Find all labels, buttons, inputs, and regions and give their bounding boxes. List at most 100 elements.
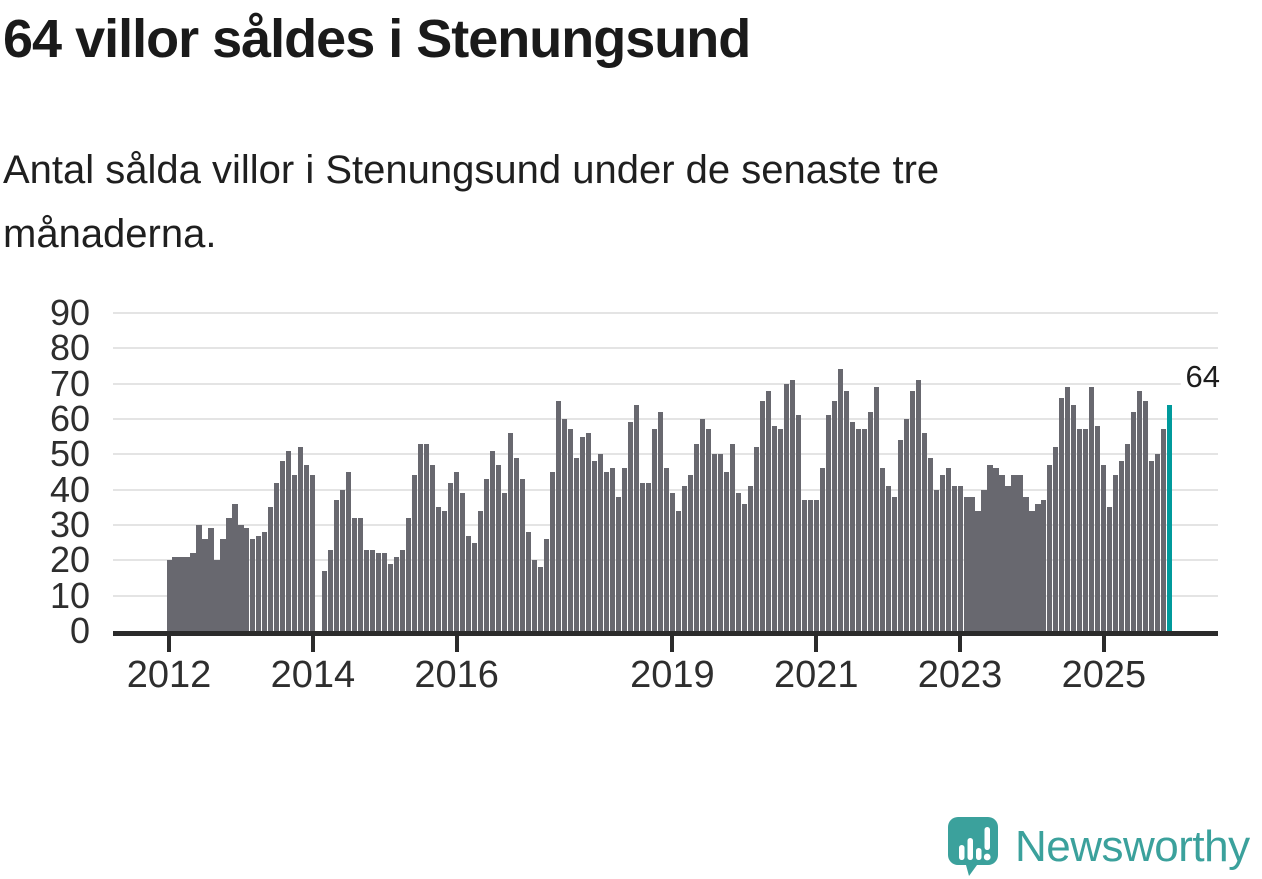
bar bbox=[1095, 425, 1101, 631]
bar bbox=[597, 454, 604, 631]
bar bbox=[1137, 390, 1143, 631]
bar bbox=[717, 454, 723, 631]
bar bbox=[1161, 429, 1167, 631]
bar bbox=[502, 493, 508, 631]
bar bbox=[364, 549, 370, 631]
bar bbox=[705, 429, 711, 631]
bar bbox=[1101, 464, 1107, 631]
bar bbox=[831, 401, 837, 631]
bar bbox=[424, 443, 430, 631]
bar bbox=[178, 556, 184, 631]
y-axis-label: 90 bbox=[49, 291, 90, 333]
bar bbox=[1083, 429, 1089, 631]
bar bbox=[520, 478, 526, 631]
bar bbox=[286, 450, 292, 631]
bar bbox=[855, 429, 861, 631]
bar bbox=[1035, 503, 1041, 631]
bar bbox=[466, 535, 472, 631]
bar bbox=[669, 493, 675, 631]
newsworthy-logo-icon bbox=[948, 817, 998, 876]
bar bbox=[190, 553, 196, 631]
bar bbox=[1089, 387, 1095, 631]
bar bbox=[1071, 404, 1077, 631]
bar bbox=[250, 539, 256, 631]
gridline bbox=[113, 453, 1218, 456]
bar bbox=[615, 496, 622, 631]
bar bbox=[550, 471, 556, 631]
bar bbox=[328, 549, 334, 631]
bar bbox=[639, 482, 645, 631]
bar bbox=[657, 411, 663, 631]
bar bbox=[1065, 387, 1071, 631]
bar bbox=[633, 404, 639, 631]
bar bbox=[166, 560, 172, 631]
bar bbox=[711, 454, 717, 631]
highlighted-bar bbox=[1167, 404, 1173, 631]
bar bbox=[472, 542, 478, 631]
bar bbox=[945, 468, 951, 631]
bar bbox=[496, 464, 502, 631]
bar bbox=[987, 464, 993, 631]
y-axis-label: 60 bbox=[49, 397, 90, 439]
bar bbox=[292, 475, 298, 631]
bar bbox=[304, 464, 310, 631]
newsworthy-logo-text: Newsworthy bbox=[1015, 822, 1250, 871]
y-axis-label: 10 bbox=[49, 574, 90, 616]
y-axis-label: 70 bbox=[49, 362, 90, 404]
x-axis-tick bbox=[670, 636, 675, 652]
bar bbox=[921, 433, 927, 631]
x-axis-tick bbox=[167, 636, 172, 652]
bar bbox=[927, 457, 933, 631]
bar bbox=[789, 379, 795, 631]
bar bbox=[172, 556, 178, 631]
bar bbox=[370, 549, 376, 631]
bar bbox=[400, 549, 406, 631]
bar bbox=[238, 524, 244, 631]
bar bbox=[825, 415, 831, 631]
bar bbox=[430, 464, 436, 631]
bar bbox=[262, 532, 268, 631]
page-title: 64 villor såldes i Stenungsund bbox=[3, 9, 751, 69]
y-axis-label: 40 bbox=[49, 468, 90, 510]
bar bbox=[795, 415, 801, 631]
bar bbox=[843, 390, 849, 631]
bar bbox=[436, 507, 442, 631]
y-axis-label: 20 bbox=[49, 539, 90, 581]
bar bbox=[837, 369, 843, 631]
bar bbox=[256, 535, 262, 631]
bar bbox=[915, 379, 921, 631]
x-axis-label: 2025 bbox=[1061, 654, 1147, 696]
bar bbox=[1155, 454, 1161, 631]
bar bbox=[448, 482, 454, 631]
bar bbox=[783, 383, 789, 631]
bar bbox=[1041, 500, 1047, 631]
x-axis-tick bbox=[1101, 636, 1106, 652]
bar bbox=[1059, 397, 1065, 631]
bar bbox=[999, 475, 1005, 631]
bar bbox=[903, 418, 909, 631]
bar bbox=[334, 500, 340, 631]
bar bbox=[687, 475, 693, 631]
bar bbox=[244, 528, 250, 631]
bar bbox=[723, 471, 729, 631]
bar bbox=[963, 496, 969, 631]
bar bbox=[675, 510, 681, 631]
bar bbox=[867, 411, 873, 631]
bar bbox=[382, 553, 388, 631]
bar bbox=[352, 517, 358, 631]
bar bbox=[532, 560, 538, 631]
x-axis-label: 2021 bbox=[773, 654, 859, 696]
bar bbox=[508, 433, 514, 631]
bar bbox=[969, 496, 975, 631]
bar bbox=[562, 418, 568, 631]
bar bbox=[741, 503, 747, 631]
bar bbox=[226, 517, 232, 631]
bar bbox=[1005, 486, 1011, 631]
bar bbox=[993, 468, 999, 631]
bar bbox=[232, 503, 238, 631]
bar bbox=[699, 418, 705, 631]
bar bbox=[747, 486, 753, 631]
bar bbox=[771, 425, 777, 631]
bar bbox=[621, 468, 628, 631]
bar bbox=[490, 450, 496, 631]
